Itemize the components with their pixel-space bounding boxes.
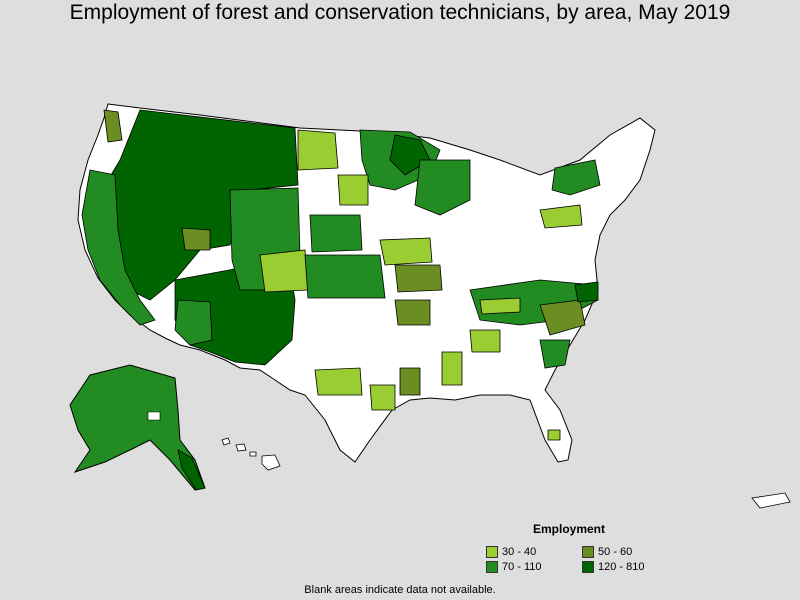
region-tennessee-light xyxy=(479,297,521,315)
region-colorado-light xyxy=(259,249,309,293)
region-kansas xyxy=(304,254,386,299)
region-utah-olive xyxy=(181,227,211,251)
region-northwest-rockies xyxy=(97,109,299,301)
region-louisiana-olive xyxy=(399,367,421,396)
legend-label: 70 - 110 xyxy=(502,561,542,573)
region-california-coast xyxy=(81,169,156,326)
region-iowa-light xyxy=(337,174,369,206)
legend-swatch xyxy=(486,546,498,558)
legend-item-120-810: 120 - 810 xyxy=(582,561,644,573)
region-florida-light xyxy=(547,429,561,441)
region-wisconsin-michigan xyxy=(414,159,471,216)
legend-swatch xyxy=(582,561,594,573)
legend-item-70-110: 70 - 110 xyxy=(486,561,542,573)
legend-label: 120 - 810 xyxy=(598,561,645,573)
region-texas-east xyxy=(369,384,396,411)
alaska xyxy=(69,364,206,491)
region-washington-coast xyxy=(103,109,123,143)
region-missouri-light xyxy=(379,237,433,266)
legend-swatch xyxy=(582,546,594,558)
region-mississippi-light xyxy=(441,351,463,386)
legend-swatch xyxy=(486,561,498,573)
region-virginia-dark xyxy=(574,281,599,303)
hawaii xyxy=(221,437,281,471)
region-new-york xyxy=(551,159,601,196)
region-north-dakota xyxy=(297,129,339,171)
region-sc-green xyxy=(539,339,571,369)
region-carolinas-olive xyxy=(539,299,586,336)
puerto-rico xyxy=(751,492,791,509)
region-pennsylvania-light xyxy=(539,204,583,229)
legend-item-30-40: 30 - 40 xyxy=(486,546,536,558)
map-legend: Employment 30 - 40 50 - 60 70 - 110 120 … xyxy=(486,520,686,580)
legend-item-50-60: 50 - 60 xyxy=(582,546,632,558)
alaska-panhandle-dark xyxy=(177,449,206,491)
region-texas-west xyxy=(314,367,363,396)
legend-label: 30 - 40 xyxy=(502,546,537,558)
map-title: Employment of forest and conservation te… xyxy=(69,1,731,24)
region-arizona-mid xyxy=(174,299,213,346)
legend-title: Employment xyxy=(533,522,606,536)
alaska-interior-white xyxy=(147,411,161,421)
region-nebraska xyxy=(309,214,363,253)
region-georgia-light xyxy=(469,329,501,353)
region-missouri-olive xyxy=(394,264,443,293)
region-arkansas xyxy=(394,299,431,326)
legend-label: 50 - 60 xyxy=(598,546,633,558)
footnote: Blank areas indicate data not available. xyxy=(304,584,496,596)
